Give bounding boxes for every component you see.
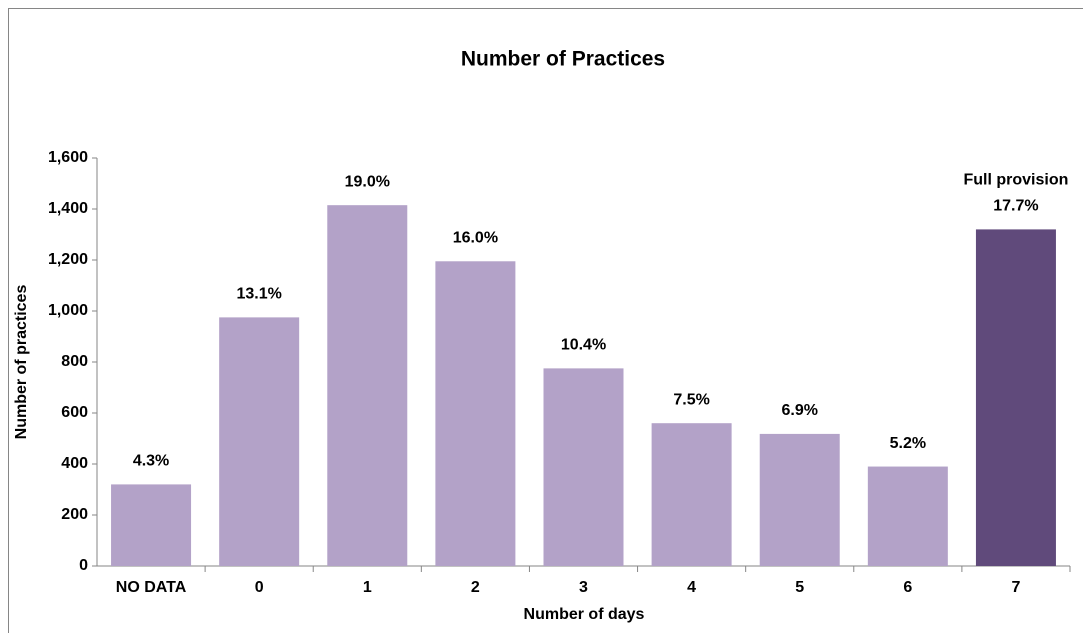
bar xyxy=(219,317,300,566)
y-tick-label: 1,200 xyxy=(48,251,88,268)
bar-percent-label: 19.0% xyxy=(345,173,390,190)
x-tick-label: 1 xyxy=(363,579,372,596)
y-tick-label: 800 xyxy=(61,353,88,370)
x-tick-label: 2 xyxy=(471,579,480,596)
y-tick-label: 600 xyxy=(61,404,88,421)
bar xyxy=(435,261,516,566)
bar-percent-label: 10.4% xyxy=(561,337,606,354)
bar-percent-label: 4.3% xyxy=(133,453,169,470)
y-tick-label: 200 xyxy=(61,506,88,523)
y-tick-label: 1,000 xyxy=(48,302,88,319)
x-tick-label: 7 xyxy=(1011,579,1020,596)
y-tick-label: 1,600 xyxy=(48,149,88,166)
x-tick-label: 3 xyxy=(579,579,588,596)
bar xyxy=(111,484,192,566)
bar xyxy=(867,466,948,566)
bar-percent-label: 6.9% xyxy=(781,402,817,419)
x-axis-title: Number of days xyxy=(524,606,645,623)
bar xyxy=(651,423,732,566)
x-tick-label: 6 xyxy=(903,579,912,596)
bar-note: Full provision xyxy=(963,172,1068,189)
chart-title: Number of Practices xyxy=(461,48,665,71)
bar xyxy=(543,368,624,566)
bar-percent-label: 17.7% xyxy=(993,198,1038,215)
y-axis-title: Number of practices xyxy=(13,285,30,440)
y-tick-label: 0 xyxy=(79,557,88,574)
x-tick-label: 5 xyxy=(795,579,804,596)
bar-percent-label: 16.0% xyxy=(453,229,498,246)
bar-percent-label: 7.5% xyxy=(673,391,709,408)
bar-percent-label: 5.2% xyxy=(890,435,926,452)
bar xyxy=(327,205,408,567)
y-tick-label: 400 xyxy=(61,455,88,472)
bar-percent-label: 13.1% xyxy=(236,286,281,303)
x-tick-label: NO DATA xyxy=(116,579,187,596)
bar xyxy=(759,433,840,566)
bar xyxy=(975,229,1056,566)
x-tick-label: 4 xyxy=(687,579,696,596)
y-tick-label: 1,400 xyxy=(48,200,88,217)
x-tick-label: 0 xyxy=(255,579,264,596)
